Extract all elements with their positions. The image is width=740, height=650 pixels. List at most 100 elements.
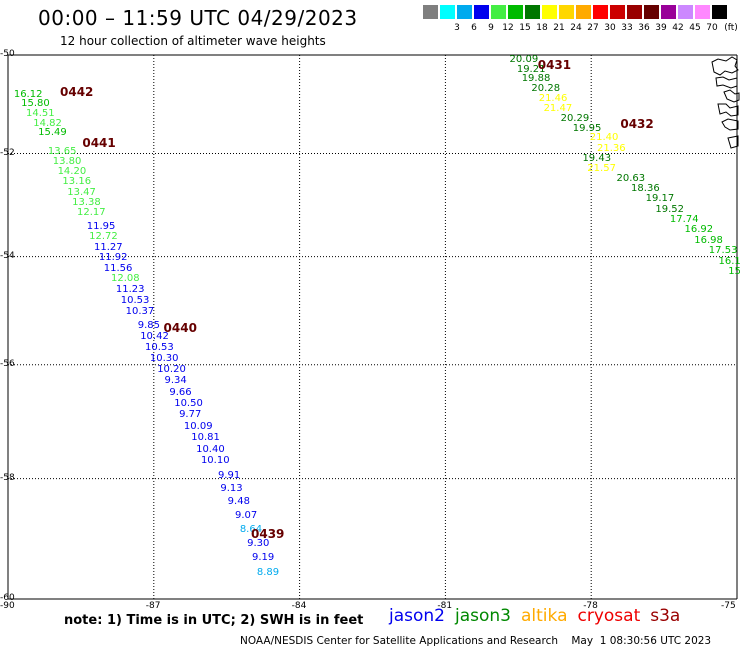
legend-swatch [695,5,710,19]
wave-height-value: 10.10 [200,455,230,467]
wave-height-value: 10.40 [196,443,225,455]
lat-tick-label: -60 [0,593,15,603]
satellite-cryosat: cryosat [577,606,641,626]
satellite-legend: jason2 jason3 altika cryosat s3a [389,606,690,626]
legend-label: 39 [655,23,667,33]
satellite-s3a: s3a [650,606,681,626]
pass-number: 0441 [82,136,116,151]
wave-height-value: 9.77 [179,409,202,421]
lat-tick-label: -54 [0,250,15,261]
legend-swatch [559,5,574,19]
wave-height-value: 14.82 [33,117,62,129]
wave-height-value: 8.64 [239,524,263,536]
coastline-island-4 [717,103,739,117]
wave-height-value: 10.53 [145,342,174,354]
wave-height-value: 17.74 [669,213,699,225]
legend-swatch [423,5,438,19]
wave-height-value: 12.08 [111,273,140,285]
lon-tick-label: -90 [0,601,15,611]
lon-tick-label: -84 [291,601,307,611]
map-grid [7,54,738,600]
pass-number: 0431 [537,57,572,72]
legend-label: 30 [604,23,616,33]
wave-height-value: 20.09 [509,53,539,65]
legend-unit: (ft) [724,23,738,33]
wave-height-value: 16.18 [718,255,740,267]
page-title: 00:00 – 11:59 UTC 04/29/2023 [38,6,358,30]
wave-height-value: 10.20 [157,364,186,376]
footer-credit: NOAA/NESDIS Center for Satellite Applica… [240,635,712,647]
wave-height-value: 10.37 [125,305,155,317]
legend-label: 3 [454,23,460,33]
legend-label: 45 [689,23,701,33]
wave-height-value: 19.21 [516,63,546,75]
lat-tick-label: -58 [0,472,15,483]
lat-tick-label: -50 [0,49,15,59]
legend-swatch [440,5,455,19]
legend-label: 42 [672,23,684,33]
wave-height-value: 8.89 [256,566,280,578]
wave-height-value: 19.43 [582,152,612,164]
legend-label: 15 [519,23,531,33]
wave-height-value: 20.63 [616,172,646,184]
wave-height-value: 9.34 [164,375,187,387]
wave-height-value: 21.47 [543,102,573,114]
legend-swatch [712,5,727,19]
wave-height-value: 11.56 [103,262,133,274]
wave-height-value: 13.47 [67,186,96,198]
legend-swatch [525,5,540,19]
wave-height-value: 9.66 [169,386,192,398]
wave-height-value: 12.17 [77,207,106,219]
wave-height-value: 14.20 [57,166,87,178]
lon-tick-label: -75 [721,601,736,611]
legend-label: 24 [570,23,582,33]
wave-height-value: 16.12 [13,89,43,101]
coastline-island-1 [711,56,739,76]
legend-swatch [542,5,557,19]
wave-height-value: 17.53 [708,245,738,257]
lon-tick-label: -87 [145,601,161,611]
wave-height-value: 12.72 [89,231,118,243]
wave-height-value: 10.42 [140,331,169,343]
wave-height-value: 9.91 [217,469,241,481]
legend-swatch [457,5,472,19]
legend-swatch [661,5,676,19]
coastline-chile [711,56,740,149]
wave-height-value: 9.85 [137,320,161,332]
lon-tick-label: -78 [583,601,598,611]
wave-height-value: 11.92 [98,252,128,264]
legend-swatch [491,5,506,19]
legend-swatch [576,5,591,19]
wave-height-value: 9.48 [227,496,250,508]
coastline-island-5 [721,118,739,131]
legend-label: 33 [621,23,633,33]
wave-height-value: 19.17 [645,193,675,205]
wave-height-value: 10.30 [149,353,179,365]
wave-height-value: 19.52 [655,203,684,215]
legend-label: 18 [536,23,548,33]
legend-label: 9 [488,23,494,33]
wave-height-value: 16.98 [694,234,723,246]
footer-note: note: 1) Time is in UTC; 2) SWH is in fe… [64,613,364,628]
wave-height-value: 19.95 [572,122,602,134]
satellite-altika: altika [521,606,568,626]
legend-swatch [610,5,625,19]
wave-height-value: 9.07 [234,509,258,521]
wave-height-value: 13.80 [52,156,82,168]
legend-swatch [593,5,608,19]
wave-height-value: 13.38 [72,196,101,208]
satellite-jason2: jason2 [389,606,445,626]
legend-swatch [474,5,489,19]
wave-height-value: 9.13 [220,482,243,494]
pass-number: 0440 [163,320,197,335]
wave-height-value: 9.19 [251,551,275,563]
wave-height-value: 20.28 [531,83,561,94]
legend-label: 70 [706,23,718,33]
wave-height-value: 18.36 [631,183,660,195]
wave-height-value: 20.29 [560,112,590,124]
lon-tick-label: -81 [437,601,453,611]
wave-height-value: 15. [728,266,740,278]
wave-height-value: 14.51 [25,107,55,119]
pass-number: 0442 [60,85,94,100]
pass-number: 0432 [620,116,654,131]
